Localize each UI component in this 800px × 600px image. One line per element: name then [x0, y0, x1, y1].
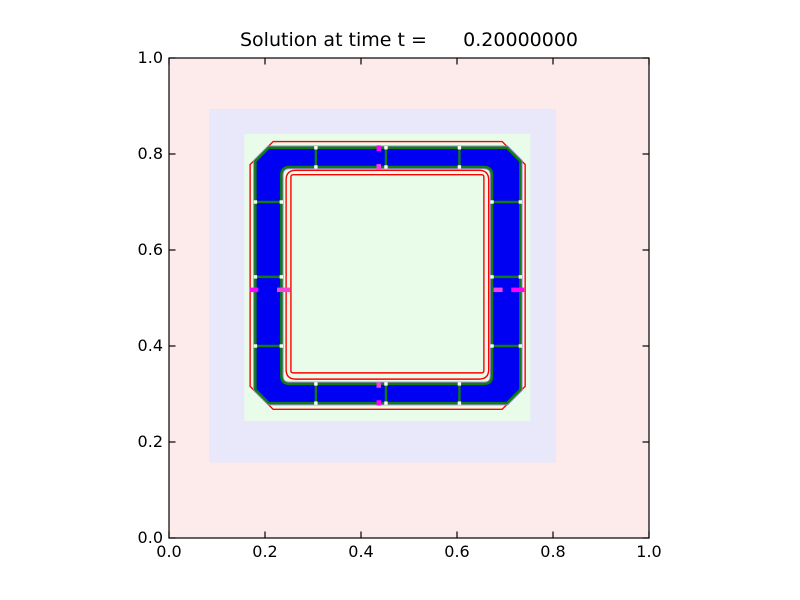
- patch-corner-dot: [314, 401, 318, 405]
- patch-corner-dot: [384, 165, 388, 169]
- patch-corner-dot: [457, 382, 462, 386]
- x-tick-label-4: 0.8: [540, 542, 566, 561]
- patch-corner-dot: [457, 165, 462, 169]
- y-tick-label-5: 1.0: [137, 48, 163, 67]
- x-tick-label-2: 0.4: [348, 542, 374, 561]
- patch-corner-dot: [490, 344, 494, 348]
- level3-patch: [244, 133, 531, 421]
- patch-corner-dot: [314, 146, 318, 150]
- patch-corner-dot: [279, 344, 284, 348]
- plot-title: Solution at time t = 0.20000000: [239, 29, 579, 51]
- x-tick-label-0: 0.0: [156, 542, 182, 561]
- patch-corner-dot: [279, 275, 284, 279]
- inner-contour-line-2: [290, 173, 485, 374]
- patch-corner-dot: [253, 344, 258, 348]
- patch-corner-dot: [384, 382, 388, 386]
- y-tick-label-2: 0.4: [137, 336, 163, 355]
- x-tick-label-3: 0.6: [444, 542, 470, 561]
- solution-ring-fill: [255, 147, 521, 404]
- patch-corner-dot: [279, 200, 284, 204]
- patch-corner-dot: [518, 200, 523, 204]
- solution-ring-outer-edge: [254, 146, 522, 405]
- axes-frame: [168, 57, 650, 539]
- patch-corner-dot: [253, 275, 258, 279]
- patch-corner-dot: [518, 275, 523, 279]
- inner-contour-line-1: [285, 169, 490, 380]
- patch-corner-dot: [518, 344, 523, 348]
- patch-corner-dot: [384, 401, 388, 405]
- x-tick-label-5: 1.0: [636, 542, 662, 561]
- y-tick-label-3: 0.6: [137, 240, 163, 259]
- x-tick-label-1: 0.2: [252, 542, 278, 561]
- solution-ring-inner-edge: [280, 165, 494, 386]
- patch-corner-dot: [314, 165, 318, 169]
- patch-corner-dot: [490, 275, 494, 279]
- y-tick-label-1: 0.2: [137, 432, 163, 451]
- patch-corner-dot: [457, 146, 462, 150]
- patch-corner-dot: [490, 200, 494, 204]
- patch-corner-dot: [314, 382, 318, 386]
- y-tick-label-4: 0.8: [137, 144, 163, 163]
- patch-corner-dot: [253, 200, 258, 204]
- patch-corner-dot: [384, 146, 388, 150]
- patch-corner-dot: [457, 401, 462, 405]
- y-tick-label-0: 0.0: [137, 528, 163, 547]
